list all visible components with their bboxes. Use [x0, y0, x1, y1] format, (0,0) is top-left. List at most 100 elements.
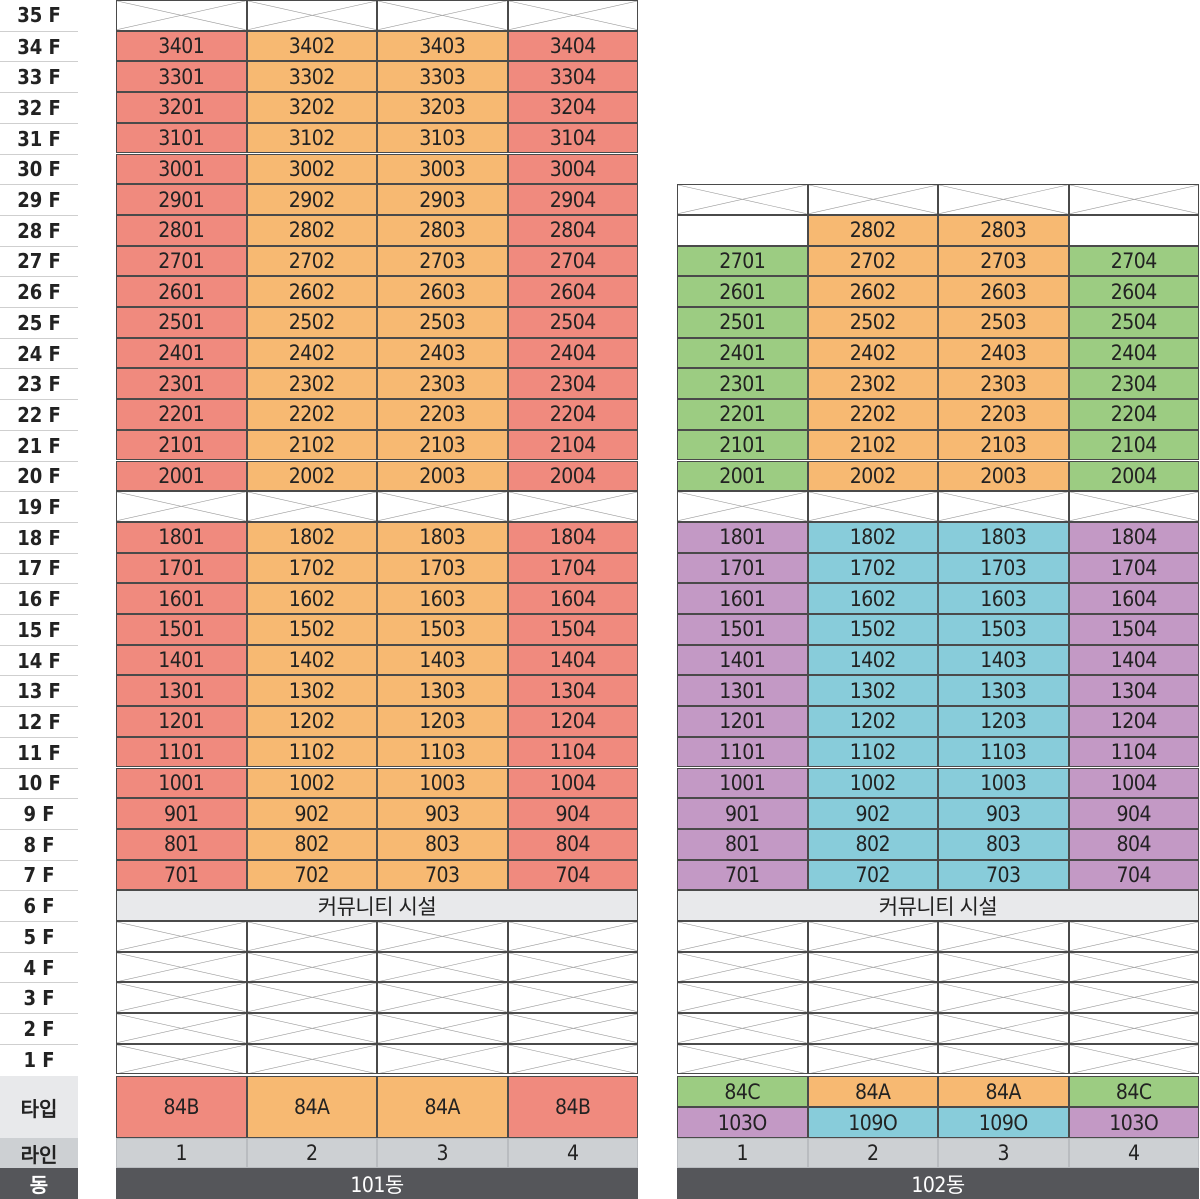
unit-cell: 1802 — [807, 521, 938, 553]
floor-label: 29 F — [0, 184, 78, 215]
unit-cell: 1702 — [807, 552, 938, 584]
unit-cell: 2802 — [246, 214, 377, 246]
unit-cell: 2702 — [807, 245, 938, 277]
unit-cell: 3103 — [377, 122, 508, 154]
unit-cell: 803 — [938, 828, 1069, 860]
empty-floor-cell — [246, 1013, 377, 1044]
empty-floor-cell — [677, 184, 808, 215]
line-number-cell: 1 — [116, 1138, 247, 1168]
empty-floor-cell — [677, 1043, 808, 1075]
unit-cell: 2504 — [507, 307, 638, 338]
empty-unit-cell — [1068, 214, 1199, 246]
empty-floor-cell — [377, 1013, 508, 1044]
empty-floor-cell — [116, 491, 247, 522]
unit-type-cell: 103O — [1068, 1107, 1199, 1138]
unit-cell: 2301 — [116, 368, 247, 400]
unit-cell: 3203 — [377, 92, 508, 123]
unit-cell: 2303 — [938, 368, 1069, 400]
unit-cell: 702 — [807, 859, 938, 891]
unit-cell: 2201 — [116, 399, 247, 430]
empty-floor-cell — [938, 982, 1069, 1014]
unit-type-cell: 84A — [377, 1076, 508, 1138]
unit-cell: 1102 — [246, 736, 377, 768]
unit-cell: 1801 — [116, 521, 247, 553]
unit-cell: 904 — [1068, 798, 1199, 829]
empty-floor-cell — [677, 491, 808, 522]
empty-unit-cell — [677, 214, 808, 246]
unit-cell: 1101 — [116, 736, 247, 768]
empty-floor-cell — [1068, 982, 1199, 1014]
unit-cell: 1403 — [377, 644, 508, 676]
unit-cell: 804 — [1068, 828, 1199, 860]
unit-cell: 801 — [116, 828, 247, 860]
floor-label: 24 F — [0, 337, 78, 369]
unit-cell: 1103 — [377, 736, 508, 768]
unit-cell: 3201 — [116, 92, 247, 123]
empty-floor-cell — [246, 0, 377, 31]
unit-cell: 1302 — [246, 675, 377, 707]
empty-floor-cell — [807, 1013, 938, 1044]
unit-cell: 1804 — [1068, 521, 1199, 553]
floor-label: 3 F — [0, 982, 78, 1013]
unit-cell: 2404 — [507, 337, 638, 369]
empty-floor-cell — [377, 1043, 508, 1075]
unit-cell: 2002 — [807, 460, 938, 492]
unit-cell: 2001 — [116, 460, 247, 492]
unit-cell: 2402 — [807, 337, 938, 369]
unit-cell: 2003 — [938, 460, 1069, 492]
unit-cell: 1001 — [677, 767, 808, 799]
empty-floor-cell — [1068, 1043, 1199, 1075]
unit-cell: 2403 — [377, 337, 508, 369]
unit-cell: 1304 — [1068, 675, 1199, 707]
unit-cell: 3204 — [507, 92, 638, 123]
unit-cell: 1202 — [807, 706, 938, 737]
floor-label: 20 F — [0, 460, 78, 492]
floor-label: 25 F — [0, 307, 78, 338]
unit-cell: 2902 — [246, 184, 377, 215]
unit-cell: 1204 — [1068, 706, 1199, 737]
empty-floor-cell — [246, 1043, 377, 1075]
empty-floor-cell — [1068, 491, 1199, 522]
unit-cell: 901 — [116, 798, 247, 829]
unit-cell: 1802 — [246, 521, 377, 553]
unit-cell: 2304 — [1068, 368, 1199, 400]
empty-floor-cell — [677, 951, 808, 983]
unit-cell: 1104 — [1068, 736, 1199, 768]
unit-cell: 2101 — [116, 429, 247, 461]
floor-label: 30 F — [0, 153, 78, 185]
unit-cell: 3101 — [116, 122, 247, 154]
unit-cell: 3003 — [377, 153, 508, 185]
unit-cell: 2203 — [377, 399, 508, 430]
unit-cell: 2102 — [807, 429, 938, 461]
empty-floor-cell — [377, 491, 508, 522]
unit-cell: 1401 — [677, 644, 808, 676]
line-number-cell: 2 — [246, 1138, 377, 1168]
unit-type-cell: 84C — [677, 1076, 808, 1107]
unit-cell: 2004 — [507, 460, 638, 492]
unit-cell: 2803 — [938, 214, 1069, 246]
unit-cell: 1504 — [507, 614, 638, 645]
unit-cell: 2502 — [246, 307, 377, 338]
unit-cell: 1203 — [938, 706, 1069, 737]
unit-cell: 903 — [938, 798, 1069, 829]
floor-label: 2 F — [0, 1013, 78, 1044]
unit-cell: 902 — [246, 798, 377, 829]
unit-cell: 2503 — [938, 307, 1069, 338]
unit-cell: 3104 — [507, 122, 638, 154]
unit-cell: 2103 — [938, 429, 1069, 461]
unit-cell: 2002 — [246, 460, 377, 492]
unit-cell: 2302 — [807, 368, 938, 400]
unit-cell: 1003 — [377, 767, 508, 799]
unit-cell: 1301 — [677, 675, 808, 707]
unit-cell: 1403 — [938, 644, 1069, 676]
floor-label: 16 F — [0, 583, 78, 614]
empty-floor-cell — [807, 921, 938, 952]
floor-label: 21 F — [0, 429, 78, 461]
unit-type-cell: 84B — [507, 1076, 638, 1138]
unit-cell: 2304 — [507, 368, 638, 400]
unit-cell: 2401 — [116, 337, 247, 369]
unit-cell: 1304 — [507, 675, 638, 707]
unit-cell: 1603 — [377, 583, 508, 614]
unit-cell: 2601 — [677, 276, 808, 307]
floor-label: 5 F — [0, 921, 78, 952]
